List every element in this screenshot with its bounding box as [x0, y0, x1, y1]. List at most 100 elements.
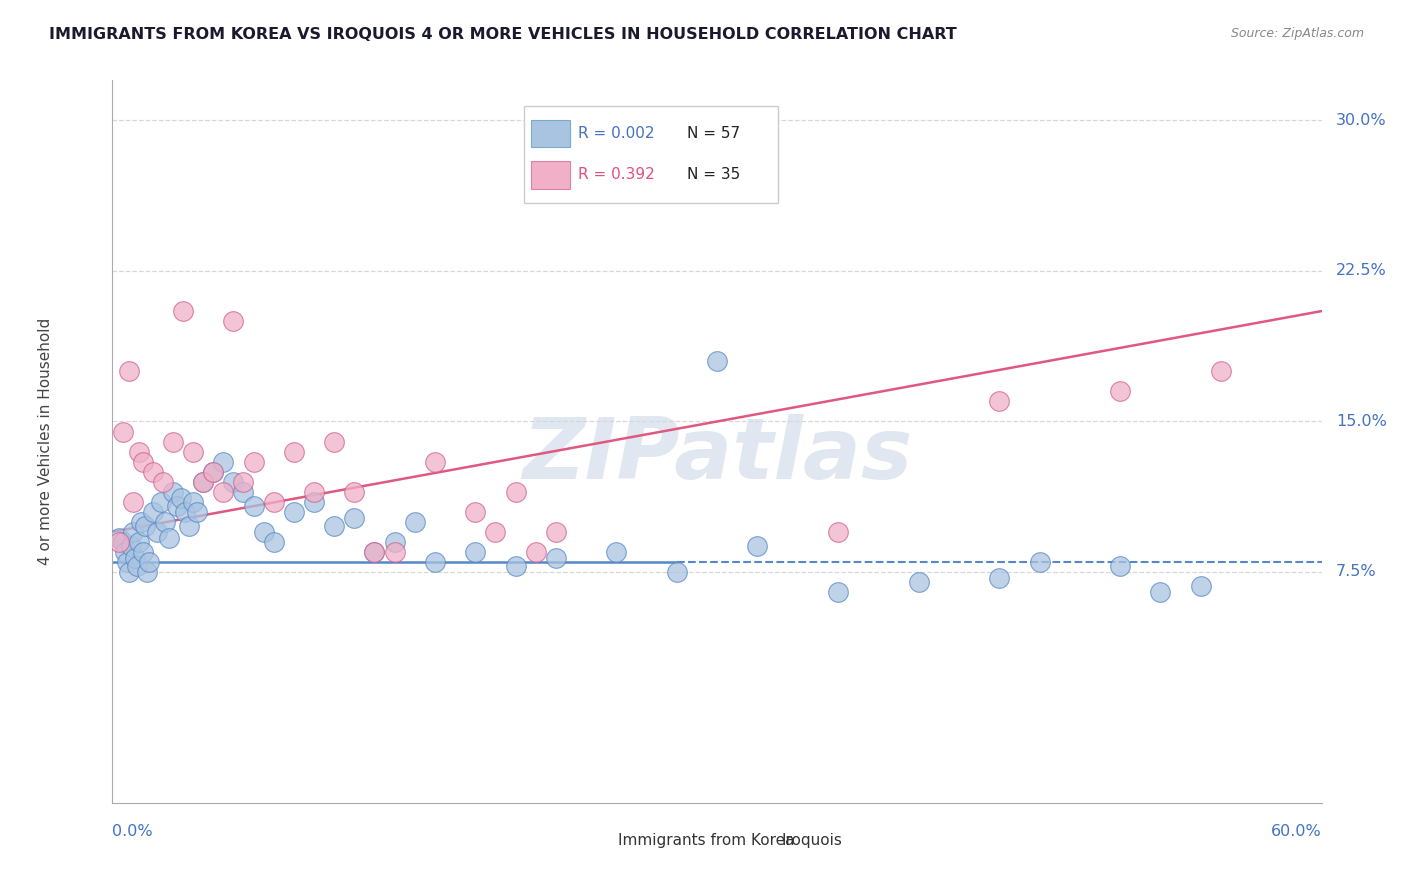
Point — [202, 465, 225, 479]
Point — [134, 519, 156, 533]
Point — [152, 475, 174, 489]
Point — [115, 555, 138, 569]
Point — [138, 555, 160, 569]
FancyBboxPatch shape — [531, 120, 569, 147]
Point — [142, 465, 165, 479]
Point — [423, 555, 446, 569]
Point — [302, 484, 325, 499]
Point — [166, 499, 188, 513]
Text: 7.5%: 7.5% — [1336, 565, 1376, 580]
Point — [111, 535, 134, 549]
Point — [121, 524, 143, 539]
Point — [302, 494, 325, 508]
Text: Immigrants from Korea: Immigrants from Korea — [617, 833, 794, 848]
Point — [202, 465, 225, 479]
Point — [988, 394, 1011, 409]
Point — [157, 531, 180, 545]
Text: 0.0%: 0.0% — [112, 824, 153, 839]
Point — [120, 539, 142, 553]
Point — [162, 484, 184, 499]
Text: R = 0.392: R = 0.392 — [578, 167, 655, 182]
Point — [232, 484, 254, 499]
Text: N = 57: N = 57 — [688, 126, 740, 141]
Point — [827, 585, 849, 599]
Point — [263, 494, 285, 508]
Point — [162, 434, 184, 449]
Point — [283, 505, 305, 519]
Point — [1209, 364, 1232, 378]
Point — [124, 551, 146, 566]
Point — [107, 531, 129, 545]
Point — [181, 444, 204, 458]
Text: ZIPatlas: ZIPatlas — [522, 415, 912, 498]
Point — [129, 515, 152, 529]
Point — [135, 565, 157, 579]
Point — [505, 558, 527, 574]
Point — [1109, 558, 1132, 574]
Point — [181, 494, 204, 508]
Point — [242, 499, 264, 513]
Point — [212, 455, 235, 469]
Text: 60.0%: 60.0% — [1271, 824, 1322, 839]
Point — [343, 510, 366, 524]
FancyBboxPatch shape — [738, 830, 773, 853]
Point — [343, 484, 366, 499]
Point — [128, 444, 150, 458]
Text: 15.0%: 15.0% — [1336, 414, 1388, 429]
Point — [323, 519, 346, 533]
Point — [464, 505, 486, 519]
FancyBboxPatch shape — [575, 830, 610, 853]
Point — [605, 545, 627, 559]
Text: Iroquois: Iroquois — [782, 833, 842, 848]
Point — [107, 535, 129, 549]
Text: R = 0.002: R = 0.002 — [578, 126, 655, 141]
Point — [142, 505, 165, 519]
Point — [524, 545, 547, 559]
Point — [149, 494, 172, 508]
Point — [191, 475, 215, 489]
Point — [174, 505, 197, 519]
Point — [125, 558, 148, 574]
Text: N = 35: N = 35 — [688, 167, 740, 182]
Point — [464, 545, 486, 559]
Point — [747, 539, 769, 553]
Point — [146, 524, 169, 539]
Text: Source: ZipAtlas.com: Source: ZipAtlas.com — [1230, 27, 1364, 40]
Point — [363, 545, 385, 559]
Point — [384, 535, 406, 549]
Point — [212, 484, 235, 499]
Point — [111, 425, 134, 439]
Point — [484, 524, 506, 539]
Point — [706, 354, 728, 368]
Point — [544, 551, 567, 566]
Point — [117, 364, 139, 378]
Point — [263, 535, 285, 549]
Point — [665, 163, 688, 178]
Point — [363, 545, 385, 559]
Point — [170, 491, 193, 505]
Point — [153, 515, 176, 529]
Text: IMMIGRANTS FROM KOREA VS IROQUOIS 4 OR MORE VEHICLES IN HOUSEHOLD CORRELATION CH: IMMIGRANTS FROM KOREA VS IROQUOIS 4 OR M… — [49, 27, 957, 42]
Point — [177, 519, 200, 533]
Point — [1109, 384, 1132, 399]
Point — [172, 304, 194, 318]
Point — [222, 475, 245, 489]
Point — [117, 565, 139, 579]
Point — [253, 524, 276, 539]
Point — [191, 475, 215, 489]
FancyBboxPatch shape — [523, 105, 778, 203]
Point — [132, 545, 155, 559]
Point — [232, 475, 254, 489]
Point — [222, 314, 245, 328]
Point — [1028, 555, 1050, 569]
Point — [423, 455, 446, 469]
Point — [505, 484, 527, 499]
Text: 4 or more Vehicles in Household: 4 or more Vehicles in Household — [38, 318, 53, 566]
Point — [242, 455, 264, 469]
FancyBboxPatch shape — [531, 161, 569, 189]
Point — [323, 434, 346, 449]
Point — [283, 444, 305, 458]
Point — [128, 535, 150, 549]
Point — [404, 515, 426, 529]
Point — [988, 571, 1011, 585]
